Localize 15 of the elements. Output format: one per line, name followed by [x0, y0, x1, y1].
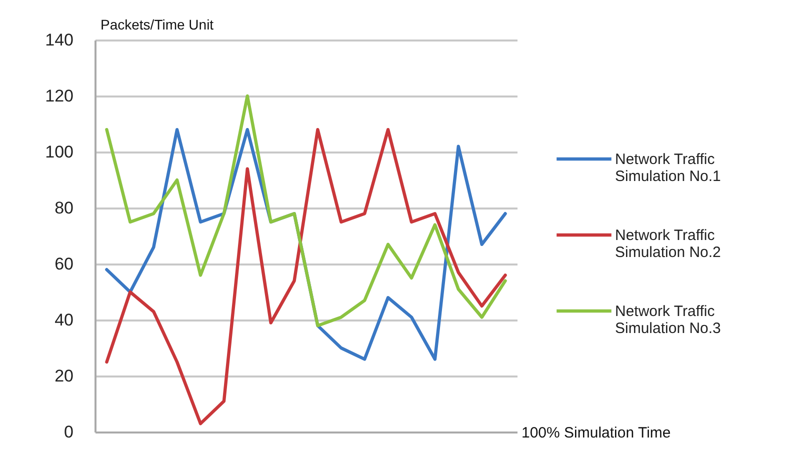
line-series [105, 128, 507, 426]
y-axis-title: Packets/Time Unit [100, 16, 214, 32]
line-series [105, 94, 507, 328]
y-tick-label: 20 [54, 366, 74, 386]
legend-label: Network Traffic Simulation No.2 [615, 227, 721, 261]
y-tick-label: 40 [54, 310, 74, 330]
x-axis-title: 100% Simulation Time [522, 424, 671, 442]
y-tick-label: 0 [64, 422, 74, 442]
y-tick-label: 60 [54, 254, 74, 274]
y-tick-label: 120 [45, 86, 74, 106]
y-tick-label: 80 [54, 198, 74, 218]
legend-label: Network Traffic Simulation No.3 [615, 303, 721, 337]
y-tick-label: 100 [45, 142, 74, 162]
legend-label: Network Traffic Simulation No.1 [615, 151, 721, 185]
y-tick-label: 140 [45, 30, 74, 50]
